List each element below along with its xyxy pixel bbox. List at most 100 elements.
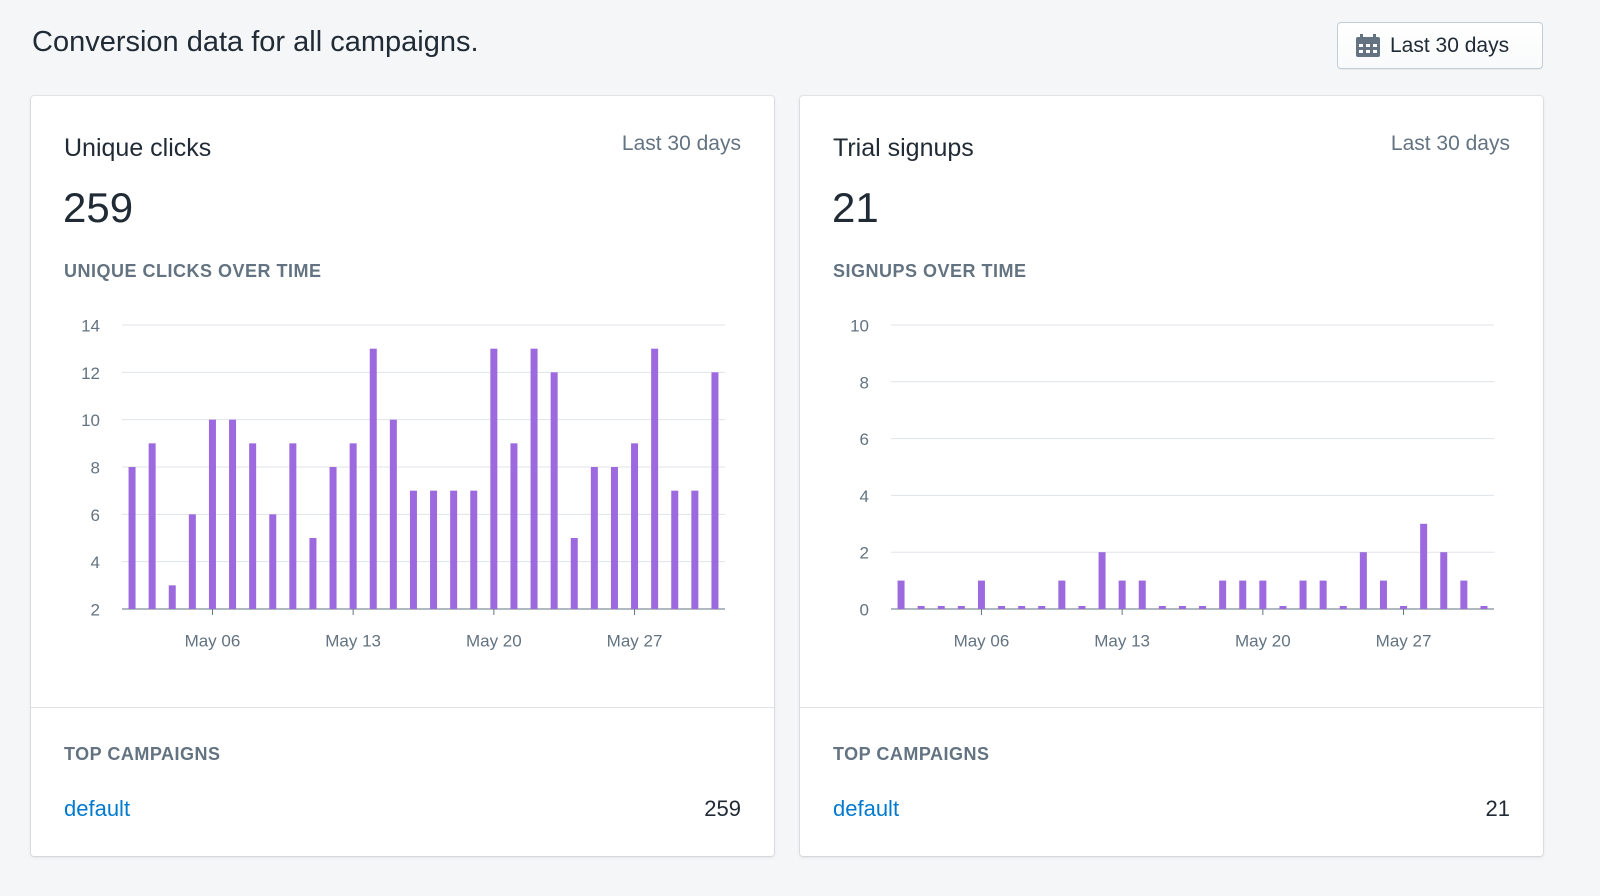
bar [188, 514, 196, 609]
y-tick-label: 6 [91, 506, 100, 525]
y-tick-label: 8 [860, 373, 869, 392]
button-label[interactable]: Last 30 days [1390, 34, 1510, 57]
campaign-value: 259 [704, 796, 741, 821]
y-tick-label: 14 [81, 316, 100, 335]
bar [631, 443, 639, 609]
y-tick-label: 10 [81, 411, 100, 430]
campaigns-heading: TOP CAMPAIGNS [64, 744, 221, 764]
bar [1058, 580, 1066, 609]
bar [1279, 606, 1287, 609]
bar [1440, 552, 1448, 609]
bar [897, 580, 905, 609]
bar [610, 467, 618, 609]
bar [1420, 523, 1428, 609]
bar [289, 443, 297, 609]
y-tick-label: 6 [860, 430, 869, 449]
bar [1299, 580, 1307, 609]
divider [800, 707, 1543, 708]
card: Unique clicks Last 30 days 259 UNIQUE CLICK… [31, 96, 774, 856]
date-range-button[interactable]: Last 30 days [1337, 22, 1543, 69]
bar [957, 606, 965, 609]
campaign-link[interactable]: default [833, 796, 900, 821]
y-tick-label: 4 [860, 487, 869, 506]
bar [128, 467, 136, 609]
chart: 2 4 6 8 10 12 14 May 06 May 13 May 20 May 27 [81, 316, 725, 650]
card-period: Last 30 days [1390, 132, 1510, 155]
x-tick-label: May 13 [1094, 631, 1150, 650]
x-tick-label: May 06 [185, 631, 241, 650]
y-tick-label: 2 [91, 600, 100, 619]
bar [1339, 606, 1347, 609]
x-tick-label: May 06 [954, 631, 1010, 650]
bar [570, 538, 578, 609]
y-tick-label: 12 [81, 364, 100, 383]
campaign-link[interactable]: default [64, 796, 131, 821]
bar [691, 490, 699, 609]
chart-title: SIGNUPS OVER TIME [833, 261, 1027, 281]
bar [1199, 606, 1207, 609]
bar [309, 538, 317, 609]
bar [490, 348, 498, 609]
chart-title: UNIQUE CLICKS OVER TIME [64, 261, 322, 281]
bar [671, 490, 679, 609]
bar [1379, 580, 1387, 609]
campaigns-heading: TOP CAMPAIGNS [833, 744, 990, 764]
bar [249, 443, 257, 609]
chart: 0 2 4 6 8 10 May 06 May 13 May 20 May 27 [850, 316, 1494, 650]
bar [329, 467, 337, 609]
bar [349, 443, 357, 609]
bar [1460, 580, 1468, 609]
x-tick-label: May 27 [607, 631, 663, 650]
bar [530, 348, 538, 609]
x-tick-label: May 20 [466, 631, 522, 650]
card: Trial signups Last 30 days 21 SIGNUPS OVER … [800, 96, 1543, 856]
divider [31, 707, 774, 708]
bar [711, 372, 719, 609]
bar [1219, 580, 1227, 609]
page-title: Conversion data for all campaigns. [32, 26, 479, 58]
y-tick-label: 0 [860, 600, 869, 619]
bar [269, 514, 277, 609]
y-tick-label: 2 [860, 544, 869, 563]
bar [148, 443, 156, 609]
bar [510, 443, 518, 609]
bar [1098, 552, 1106, 609]
bar [1359, 552, 1367, 609]
card-title: Unique clicks [64, 134, 212, 162]
bar [651, 348, 659, 609]
bar [550, 372, 558, 609]
bar [229, 419, 237, 609]
x-tick-label: May 13 [325, 631, 381, 650]
bar [590, 467, 598, 609]
calendar-icon [1356, 34, 1380, 57]
bar [1178, 606, 1186, 609]
bar [208, 419, 216, 609]
bar [998, 606, 1006, 609]
bar [1400, 606, 1408, 609]
card-title: Trial signups [833, 134, 974, 162]
card-total: 21 [832, 184, 879, 231]
x-tick-label: May 20 [1235, 631, 1291, 650]
bar [1239, 580, 1247, 609]
bar [1158, 606, 1166, 609]
bar [409, 490, 417, 609]
bar [470, 490, 478, 609]
bar [1138, 580, 1146, 609]
bar [389, 419, 397, 609]
y-tick-label: 10 [850, 316, 869, 335]
bar [1038, 606, 1046, 609]
bar [1259, 580, 1267, 609]
bar [369, 348, 377, 609]
bar [1480, 606, 1488, 609]
x-tick-label: May 27 [1376, 631, 1432, 650]
y-tick-label: 4 [91, 553, 100, 572]
card-period: Last 30 days [621, 132, 741, 155]
bar [917, 606, 925, 609]
bar [1319, 580, 1327, 609]
bar [937, 606, 945, 609]
bar [1078, 606, 1086, 609]
bar [430, 490, 438, 609]
bar [450, 490, 458, 609]
bar [977, 580, 985, 609]
